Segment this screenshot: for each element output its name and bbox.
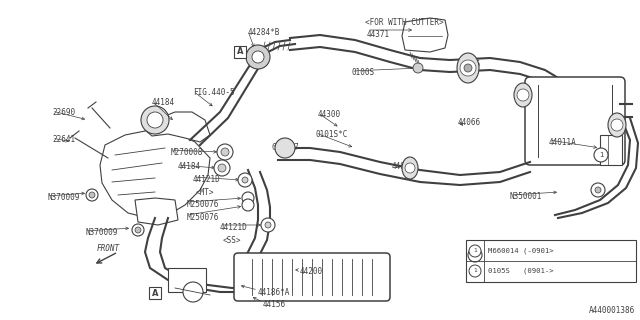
Text: C00827: C00827 bbox=[271, 143, 299, 152]
Circle shape bbox=[141, 106, 169, 134]
Text: M250076: M250076 bbox=[187, 200, 220, 209]
Circle shape bbox=[246, 45, 270, 69]
Circle shape bbox=[517, 89, 529, 101]
Circle shape bbox=[460, 60, 476, 76]
Polygon shape bbox=[135, 198, 178, 225]
Text: 0105S   (0901->: 0105S (0901-> bbox=[492, 268, 557, 275]
Text: M270008: M270008 bbox=[171, 148, 204, 157]
Circle shape bbox=[275, 138, 295, 158]
Bar bbox=[234, 46, 246, 58]
Circle shape bbox=[464, 64, 472, 72]
Circle shape bbox=[183, 282, 203, 302]
Circle shape bbox=[611, 119, 623, 131]
Text: 44156: 44156 bbox=[263, 300, 286, 309]
Text: A440001386: A440001386 bbox=[589, 306, 635, 315]
Text: 44200: 44200 bbox=[300, 267, 323, 276]
Text: 44284*B: 44284*B bbox=[248, 28, 280, 37]
Circle shape bbox=[261, 218, 275, 232]
FancyBboxPatch shape bbox=[234, 253, 390, 301]
FancyBboxPatch shape bbox=[525, 77, 625, 165]
Circle shape bbox=[238, 173, 252, 187]
Circle shape bbox=[218, 164, 226, 172]
Circle shape bbox=[591, 183, 605, 197]
Text: 1: 1 bbox=[473, 252, 477, 258]
Text: M660014 (-0901>: M660014 (-0901> bbox=[488, 248, 554, 254]
Polygon shape bbox=[145, 112, 210, 142]
Text: 44066: 44066 bbox=[392, 162, 415, 171]
Text: 44184: 44184 bbox=[152, 98, 175, 107]
Circle shape bbox=[405, 163, 415, 173]
Circle shape bbox=[242, 192, 254, 204]
Circle shape bbox=[135, 227, 141, 233]
Circle shape bbox=[469, 245, 481, 257]
Text: 0100S: 0100S bbox=[352, 68, 375, 77]
Circle shape bbox=[469, 265, 481, 277]
Circle shape bbox=[86, 189, 98, 201]
Circle shape bbox=[217, 144, 233, 160]
Text: 22690: 22690 bbox=[52, 108, 75, 117]
Text: 44300: 44300 bbox=[318, 110, 341, 119]
Text: 0105S   (0901->: 0105S (0901-> bbox=[488, 268, 554, 274]
Text: N370009: N370009 bbox=[85, 228, 117, 237]
Text: 44184: 44184 bbox=[178, 162, 201, 171]
Text: FIG.440-5: FIG.440-5 bbox=[193, 88, 235, 97]
Text: <SS>: <SS> bbox=[223, 236, 241, 245]
Bar bbox=[149, 287, 161, 299]
Circle shape bbox=[252, 51, 264, 63]
Text: N370009: N370009 bbox=[47, 193, 79, 202]
Circle shape bbox=[468, 248, 482, 262]
Ellipse shape bbox=[402, 157, 418, 179]
Text: FRONT: FRONT bbox=[97, 244, 120, 253]
Text: 44066: 44066 bbox=[458, 118, 481, 127]
Ellipse shape bbox=[608, 113, 626, 137]
Text: 44121D: 44121D bbox=[193, 175, 221, 184]
Text: 0101S*C: 0101S*C bbox=[316, 130, 348, 139]
Bar bbox=[466, 240, 636, 282]
Circle shape bbox=[413, 63, 423, 73]
Text: M660014 (-0901>: M660014 (-0901> bbox=[492, 250, 557, 257]
Bar bbox=[600, 135, 622, 165]
Ellipse shape bbox=[457, 53, 479, 83]
Text: 44121D: 44121D bbox=[220, 223, 248, 232]
Circle shape bbox=[242, 177, 248, 183]
Circle shape bbox=[265, 222, 271, 228]
Bar bbox=[168, 268, 206, 292]
Polygon shape bbox=[402, 18, 448, 52]
Circle shape bbox=[595, 187, 601, 193]
Text: A: A bbox=[237, 47, 243, 57]
Circle shape bbox=[214, 160, 230, 176]
Ellipse shape bbox=[514, 83, 532, 107]
Text: 1: 1 bbox=[473, 268, 477, 274]
Text: 44371: 44371 bbox=[367, 30, 390, 39]
Text: 44011A: 44011A bbox=[549, 138, 577, 147]
Text: M250076: M250076 bbox=[187, 213, 220, 222]
Circle shape bbox=[242, 199, 254, 211]
Circle shape bbox=[594, 148, 608, 162]
Text: 1: 1 bbox=[473, 249, 477, 253]
Text: A: A bbox=[152, 289, 158, 298]
Circle shape bbox=[221, 148, 229, 156]
Text: 22641: 22641 bbox=[52, 135, 75, 144]
Text: 1: 1 bbox=[599, 152, 604, 158]
Text: N350001: N350001 bbox=[510, 192, 542, 201]
Circle shape bbox=[132, 224, 144, 236]
Text: 44186*A: 44186*A bbox=[258, 288, 291, 297]
Text: <MT>: <MT> bbox=[196, 188, 214, 197]
Text: 44066: 44066 bbox=[458, 60, 481, 69]
Text: <FOR WITH CUTTER>: <FOR WITH CUTTER> bbox=[365, 18, 444, 27]
Polygon shape bbox=[100, 130, 210, 218]
Circle shape bbox=[147, 112, 163, 128]
Circle shape bbox=[89, 192, 95, 198]
